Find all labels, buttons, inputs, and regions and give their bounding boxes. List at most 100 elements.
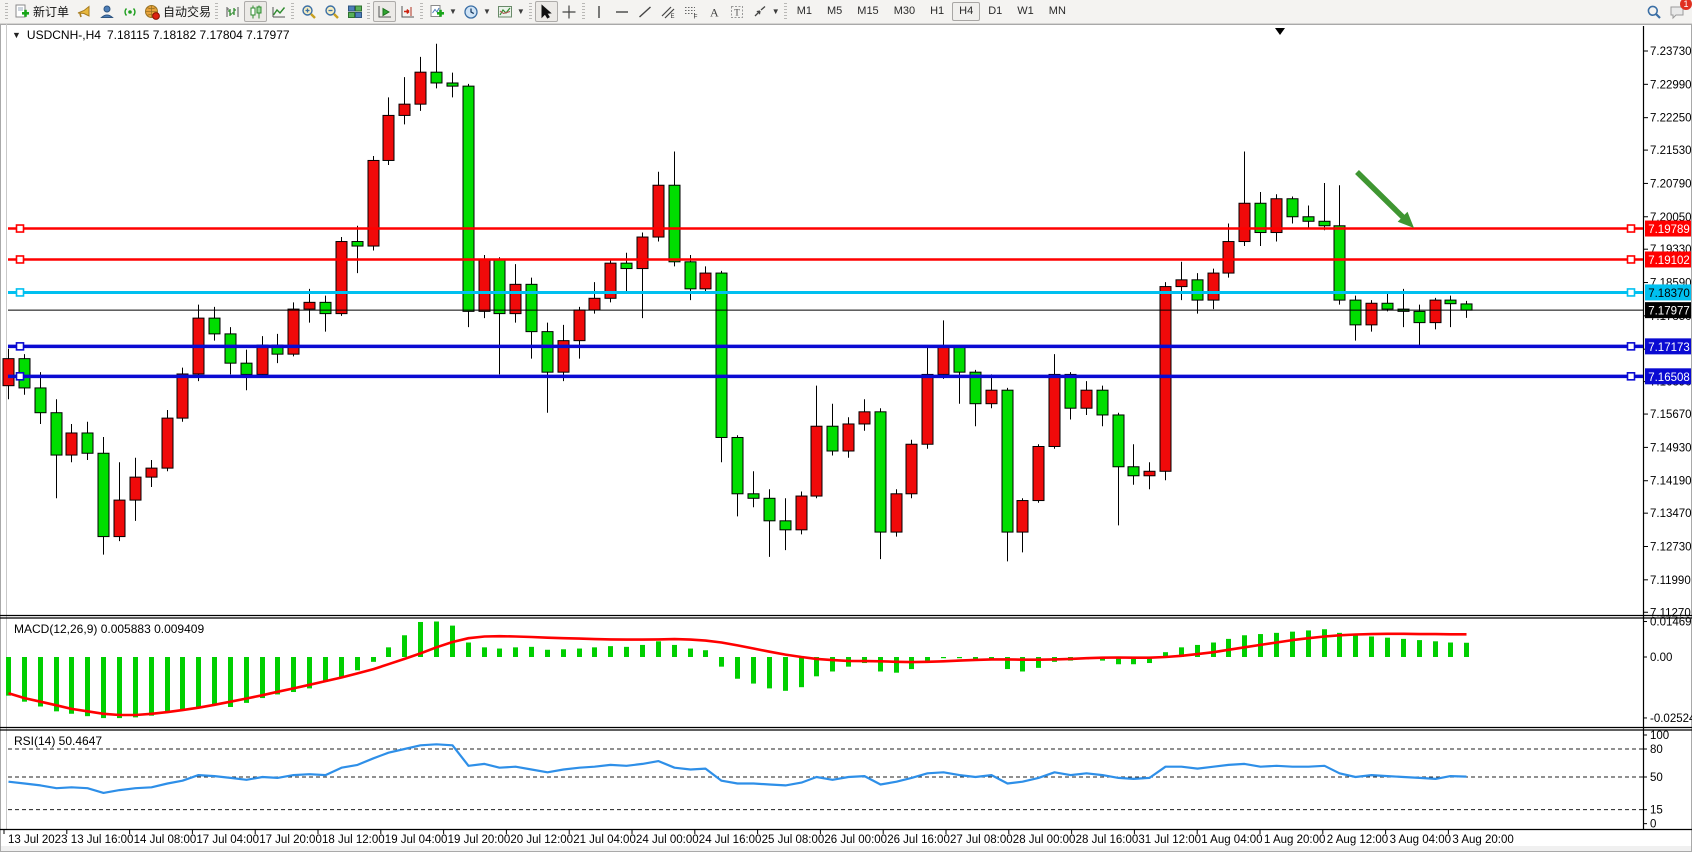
time-label: 1 Aug 04:00: [1201, 834, 1262, 846]
indicators-button[interactable]: ▼: [426, 1, 460, 22]
economic-calendar-button[interactable]: [72, 1, 95, 22]
price-tag: [1645, 251, 1691, 268]
price-tag: [1645, 284, 1691, 301]
trend-arrow[interactable]: [1355, 170, 1414, 228]
collapse-one-click-icon[interactable]: ▼: [12, 30, 21, 40]
rsi-indicator-label[interactable]: RSI(14) 50.4647: [14, 734, 103, 748]
line-handle: [1626, 224, 1636, 233]
time-label: 28 Jul 16:00: [1076, 834, 1139, 846]
svg-text:F: F: [694, 13, 698, 20]
time-label: 24 Jul 16:00: [699, 834, 762, 846]
svg-text:7.23730: 7.23730: [1650, 46, 1692, 58]
text-button[interactable]: A: [703, 1, 726, 22]
group-grip: [783, 2, 787, 21]
periods-button[interactable]: ▼: [460, 1, 494, 22]
toolbar-grip: [5, 2, 8, 21]
autotrade-globe-icon: [145, 4, 160, 20]
dropdown-caret: ▼: [516, 7, 525, 16]
time-label: 21 Jul 04:00: [573, 834, 636, 846]
svg-text:7.14930: 7.14930: [1650, 442, 1692, 454]
hline-7.17173[interactable]: 7.17173: [8, 338, 1691, 355]
crosshair-icon: [562, 5, 576, 18]
chart-canvas[interactable]: 7.237307.229907.222507.215307.207907.200…: [0, 24, 1692, 852]
hline-7.19789[interactable]: 7.19789: [8, 220, 1691, 237]
svg-text:7.13470: 7.13470: [1650, 508, 1692, 520]
auto-scroll-button[interactable]: [373, 1, 397, 22]
svg-text:7.19789: 7.19789: [1648, 224, 1690, 236]
macd-indicator-label[interactable]: MACD(12,26,9) 0.005883 0.009409: [14, 622, 205, 636]
tab-timeframe-M5[interactable]: M5: [827, 5, 843, 17]
add-indicator-icon: [430, 4, 445, 17]
svg-text:7.20790: 7.20790: [1650, 178, 1692, 190]
time-label: 24 Jul 00:00: [636, 834, 699, 846]
group-grip: [291, 2, 295, 21]
signals-button[interactable]: [118, 1, 141, 22]
notifications-button[interactable]: 1: [1665, 0, 1692, 22]
svg-text:100: 100: [1650, 730, 1669, 742]
bar-chart-mode-button[interactable]: [221, 1, 244, 22]
hline-7.16508[interactable]: 7.16508: [8, 368, 1691, 385]
tab-timeframe-H1[interactable]: H1: [930, 5, 945, 17]
crosshair-button[interactable]: [558, 1, 581, 22]
text-label-button[interactable]: T: [726, 1, 749, 22]
zoom-out-button[interactable]: [320, 1, 343, 22]
tab-timeframe-D1[interactable]: D1: [988, 5, 1003, 17]
arrows-shapes-button[interactable]: ▼: [749, 1, 783, 22]
fibonacci-button[interactable]: F: [680, 1, 703, 22]
vertical-line-button[interactable]: [588, 1, 611, 22]
svg-text:7.12730: 7.12730: [1650, 541, 1692, 553]
autotrade-button[interactable]: 自动交易: [141, 1, 214, 22]
tab-timeframe-M15[interactable]: M15: [857, 5, 879, 17]
vertical-line-icon: [598, 5, 600, 18]
tab-timeframe-MN[interactable]: MN: [1048, 5, 1066, 17]
zoom-in-button[interactable]: [297, 1, 320, 22]
community-button[interactable]: [95, 1, 118, 22]
candlestick-mode-button[interactable]: [244, 1, 268, 22]
zoom-out-icon: [324, 4, 339, 19]
equidistant-channel-button[interactable]: E: [657, 1, 680, 22]
hline-7.19102[interactable]: 7.19102: [8, 251, 1691, 268]
tile-windows-button[interactable]: [343, 1, 366, 22]
group-grip: [215, 2, 219, 21]
community-user-icon: [99, 5, 114, 18]
tab-timeframe-H4[interactable]: H4: [952, 2, 981, 21]
group-grip: [367, 2, 371, 21]
current-price-line: 7.17977: [8, 302, 1691, 319]
line-handle: [15, 288, 25, 297]
line-chart-mode-button[interactable]: [267, 1, 290, 22]
new-order-button[interactable]: 新订单: [11, 1, 72, 22]
dropdown-caret: ▼: [482, 7, 491, 16]
time-label: 26 Jul 00:00: [824, 834, 887, 846]
svg-text:7.11270: 7.11270: [1650, 607, 1691, 619]
candles: [2, 43, 1473, 562]
line-handle: [15, 342, 25, 351]
time-label: 20 Jul 12:00: [510, 834, 573, 846]
tab-timeframe-M1[interactable]: M1: [796, 5, 812, 17]
candlestick-icon: [250, 5, 262, 18]
text-label-icon: T: [731, 5, 744, 18]
horizontal-line-button[interactable]: [611, 1, 634, 22]
time-label: 18 Jul 12:00: [322, 834, 385, 846]
templates-button[interactable]: ▼: [494, 1, 528, 22]
search-icon: [1647, 5, 1661, 19]
time-label: 26 Jul 16:00: [887, 834, 950, 846]
time-label: 19 Jul 04:00: [385, 834, 448, 846]
time-label: 27 Jul 08:00: [950, 834, 1013, 846]
price-tag: [1645, 368, 1691, 385]
search-button[interactable]: [1642, 1, 1665, 22]
clock-icon: [464, 4, 478, 19]
svg-text:0.00: 0.00: [1650, 652, 1672, 664]
trendline-button[interactable]: [634, 1, 657, 22]
hline-7.18370[interactable]: 7.18370: [8, 284, 1691, 301]
channel-icon: E: [661, 6, 675, 20]
tab-timeframe-M30[interactable]: M30: [893, 5, 916, 17]
text-icon: A: [710, 5, 719, 19]
chart-symbol: USDCNH-,H4: [26, 28, 101, 42]
cursor-button[interactable]: [534, 1, 558, 22]
svg-text:E: E: [671, 14, 675, 20]
group-grip: [581, 2, 585, 21]
chart-shift-button[interactable]: [396, 1, 419, 22]
tab-timeframe-W1[interactable]: W1: [1017, 5, 1034, 17]
svg-text:80: 80: [1650, 744, 1663, 756]
line-handle: [1626, 342, 1636, 351]
